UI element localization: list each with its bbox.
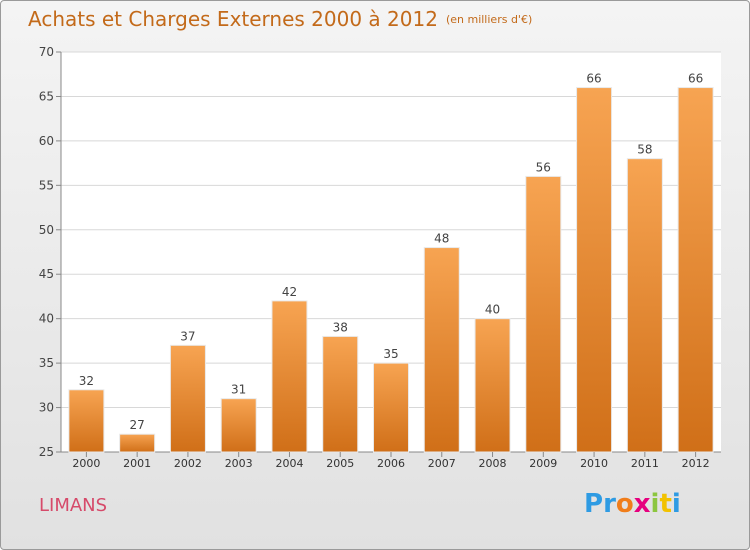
y-tick-label: 50 — [39, 223, 54, 237]
proxiti-logo: Proxiti — [584, 489, 681, 519]
data-label: 48 — [434, 232, 449, 246]
x-tick-label: 2005 — [326, 457, 354, 470]
y-tick-label: 55 — [39, 178, 54, 192]
x-tick-label: 2001 — [123, 457, 151, 470]
x-tick-label: 2012 — [682, 457, 710, 470]
data-label: 58 — [637, 143, 652, 157]
x-tick-label: 2003 — [225, 457, 253, 470]
logo-letter: o — [615, 489, 634, 519]
data-label: 32 — [79, 374, 94, 388]
x-tick-label: 2000 — [72, 457, 100, 470]
y-tick-label: 30 — [39, 401, 54, 415]
data-label: 35 — [383, 347, 398, 361]
x-tick-label: 2010 — [580, 457, 608, 470]
x-tick-label: 2006 — [377, 457, 405, 470]
commune-name: LIMANS — [39, 495, 108, 516]
x-tick-label: 2008 — [479, 457, 507, 470]
data-label: 37 — [180, 329, 195, 343]
bar — [169, 344, 206, 453]
data-label: 31 — [231, 383, 246, 397]
bar — [474, 318, 511, 453]
bar — [68, 389, 105, 453]
bar — [525, 175, 562, 453]
y-tick-label: 70 — [39, 45, 54, 59]
y-tick-label: 40 — [39, 312, 54, 326]
bar — [220, 398, 257, 453]
title-text: Achats et Charges Externes 2000 à 2012 — [28, 7, 438, 31]
logo-letter: P — [584, 489, 604, 519]
y-tick-label: 60 — [39, 134, 54, 148]
logo-letter: i — [671, 489, 681, 519]
chart-subtitle: (en milliers d'€) — [445, 13, 533, 26]
bar — [423, 247, 460, 453]
logo-letter: t — [659, 489, 672, 519]
bar — [322, 335, 359, 453]
y-tick-label: 25 — [39, 445, 54, 459]
x-tick-label: 2007 — [428, 457, 456, 470]
bar — [576, 87, 613, 453]
bar — [119, 433, 156, 453]
x-tick-label: 2004 — [275, 457, 303, 470]
bar — [626, 158, 663, 453]
bar — [373, 362, 409, 453]
logo-letter: i — [650, 489, 660, 519]
y-tick-label: 35 — [39, 356, 54, 370]
chart-title: Achats et Charges Externes 2000 à 2012 (e… — [28, 7, 532, 31]
data-label: 38 — [333, 320, 348, 334]
y-tick-label: 45 — [39, 267, 54, 281]
logo-letter: x — [633, 489, 651, 519]
y-tick-label: 65 — [39, 89, 54, 103]
x-tick-label: 2009 — [529, 457, 557, 470]
x-tick-label: 2002 — [174, 457, 202, 470]
data-label: 56 — [536, 160, 551, 174]
bar — [271, 300, 308, 453]
data-label: 66 — [688, 72, 703, 86]
data-label: 42 — [282, 285, 297, 299]
data-label: 66 — [586, 72, 601, 86]
logo-letter: r — [603, 489, 616, 519]
data-label: 27 — [130, 418, 145, 432]
data-label: 40 — [485, 303, 500, 317]
x-tick-label: 2011 — [631, 457, 659, 470]
bar — [677, 87, 714, 453]
